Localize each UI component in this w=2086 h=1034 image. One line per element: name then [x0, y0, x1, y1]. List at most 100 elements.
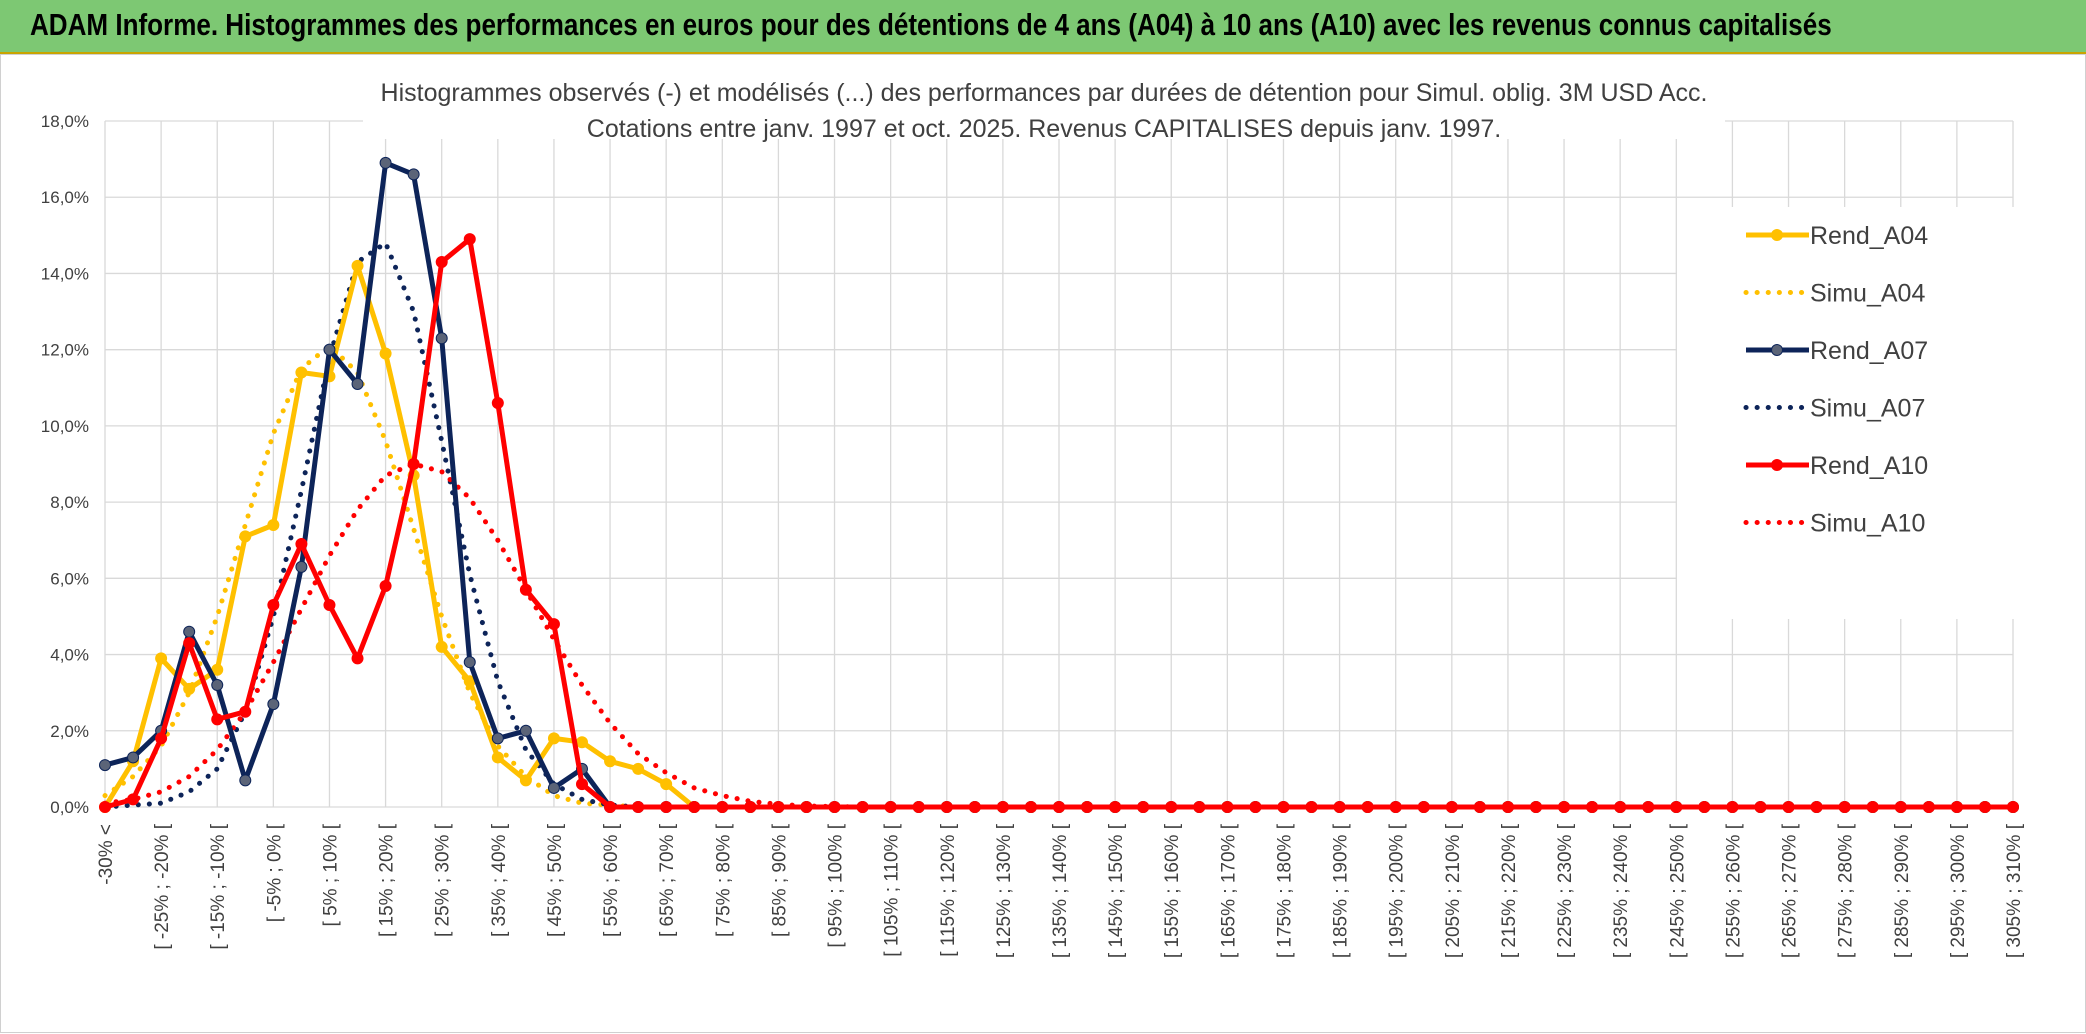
data-point-rend-a07: [239, 774, 252, 787]
y-tick-label: 0,0%: [50, 798, 89, 817]
chart-area: 0,0% 2,0% 4,0% 6,0% 8,0% 10,0% 12,0% 14,0% 16,0%…: [0, 54, 2086, 1033]
chart-title-line1: Histogrammes observés (-) et modélisés (…: [381, 79, 1708, 107]
data-point-rend-a10: [632, 801, 645, 813]
data-point-rend-a10: [1137, 801, 1150, 813]
data-point-rend-a04: [435, 640, 448, 653]
x-tick-label: [ 75% ; 80% [: [713, 823, 734, 937]
data-point-rend-a07: [491, 732, 504, 745]
data-point-rend-a04: [351, 259, 364, 272]
data-point-rend-a10: [2007, 801, 2019, 813]
data-point-rend-a10: [688, 801, 701, 813]
data-point-rend-a10: [127, 793, 140, 806]
x-tick-label: [ 15% ; 20% [: [377, 823, 398, 937]
x-tick-label: -30% <: [96, 824, 117, 885]
data-point-rend-a10: [1950, 801, 1963, 813]
data-point-rend-a10: [1473, 801, 1486, 813]
data-point-rend-a07: [435, 332, 448, 345]
data-point-rend-a07: [127, 751, 140, 764]
x-tick-label: [ 25% ; 30% [: [433, 823, 454, 937]
data-point-rend-a07: [519, 724, 532, 737]
x-axis-ticks: -30% < [ -25% ; -20% [ [ -15% ; -10% [ [ -5…: [96, 823, 2025, 958]
data-point-rend-a10: [239, 705, 252, 718]
x-tick-label: [ 185% ; 190% [: [1331, 823, 1352, 958]
data-point-rend-a10: [1530, 801, 1542, 813]
y-tick-label: 12,0%: [41, 341, 89, 360]
x-tick-label: [ -15% ; -10% [: [208, 823, 229, 949]
data-point-rend-a10: [1670, 801, 1683, 813]
x-tick-label: [ 305% ; 310% [: [2004, 823, 2025, 958]
title-banner: ADAM Informe. Histogrammes des performan…: [0, 0, 2086, 54]
data-point-rend-a10: [772, 801, 785, 813]
x-tick-label: [ 85% ; 90% [: [769, 823, 790, 937]
series-lines: [99, 156, 2019, 813]
data-point-rend-a10: [1838, 801, 1851, 813]
data-point-rend-a07: [351, 377, 364, 390]
data-point-rend-a10: [1978, 801, 1991, 813]
legend-label-rend-a04: Rend_A04: [1810, 222, 1928, 250]
data-point-rend-a10: [1053, 801, 1065, 813]
data-point-rend-a04: [491, 751, 504, 764]
data-point-rend-a10: [379, 579, 392, 592]
chart-title-line2: Cotations entre janv. 1997 et oct. 2025.…: [587, 115, 1501, 143]
legend-marker-rend-a04: [1771, 229, 1783, 241]
x-tick-label: [ -5% ; 0% [: [264, 823, 285, 922]
data-point-rend-a10: [1417, 801, 1430, 813]
data-point-rend-a10: [211, 713, 224, 726]
y-tick-label: 10,0%: [41, 417, 89, 436]
data-point-rend-a07: [183, 625, 196, 638]
data-point-rend-a10: [1221, 801, 1234, 813]
legend-background: [1677, 207, 2015, 619]
x-tick-label: [ 215% ; 220% [: [1499, 823, 1520, 958]
y-tick-label: 18,0%: [41, 112, 89, 131]
x-tick-label: [ 255% ; 260% [: [1723, 823, 1744, 958]
data-point-rend-a10: [491, 397, 504, 410]
data-point-rend-a10: [800, 801, 813, 813]
x-tick-label: [ 175% ; 180% [: [1274, 823, 1295, 958]
data-point-rend-a10: [1249, 801, 1262, 813]
y-tick-label: 2,0%: [50, 722, 89, 741]
x-tick-label: [ 5% ; 10% [: [320, 823, 341, 926]
legend-label-rend-a07: Rend_A07: [1810, 337, 1928, 365]
data-point-rend-a10: [1558, 801, 1571, 813]
data-point-rend-a07: [99, 759, 111, 772]
data-point-rend-a07: [379, 156, 392, 169]
data-point-rend-a10: [463, 233, 476, 246]
x-tick-label: [ 195% ; 200% [: [1387, 823, 1408, 958]
data-point-rend-a10: [1894, 801, 1907, 813]
data-point-rend-a04: [604, 755, 617, 768]
data-point-rend-a10: [576, 778, 588, 791]
x-tick-label: [ 35% ; 40% [: [489, 823, 510, 937]
data-point-rend-a07: [547, 781, 560, 794]
data-point-rend-a07: [463, 656, 476, 669]
data-point-rend-a10: [295, 538, 308, 551]
data-point-rend-a10: [183, 637, 196, 650]
data-point-rend-a04: [660, 778, 673, 791]
x-tick-label: [ 165% ; 170% [: [1218, 823, 1239, 958]
data-point-rend-a10: [323, 599, 336, 612]
data-point-rend-a04: [267, 518, 280, 531]
y-tick-label: 8,0%: [50, 493, 89, 512]
data-point-rend-a10: [1922, 801, 1935, 813]
legend-marker-rend-a10: [1771, 459, 1783, 471]
legend: Rend_A04 Simu_A04 Rend_A07 Simu_A07 Rend_A10…: [1743, 222, 1928, 538]
x-tick-label: [ 105% ; 110% [: [882, 823, 903, 956]
x-tick-label: [ 115% ; 120% [: [938, 823, 959, 956]
x-tick-label: [ 125% ; 130% [: [994, 823, 1015, 958]
legend-label-rend-a10: Rend_A10: [1810, 452, 1928, 480]
data-point-rend-a10: [1586, 801, 1599, 813]
y-tick-label: 16,0%: [41, 188, 89, 207]
y-tick-label: 6,0%: [50, 569, 89, 588]
x-tick-label: [ -25% ; -20% [: [152, 823, 173, 949]
data-point-rend-a10: [547, 618, 560, 631]
data-point-rend-a10: [1866, 801, 1879, 813]
data-point-rend-a04: [632, 762, 645, 775]
x-tick-label: [ 155% ; 160% [: [1162, 823, 1183, 958]
data-point-rend-a04: [379, 347, 392, 360]
data-point-rend-a10: [1501, 801, 1514, 813]
data-point-rend-a10: [435, 256, 448, 269]
chart-title-background: [363, 63, 1725, 139]
data-point-rend-a10: [1361, 801, 1374, 813]
x-tick-label: [ 225% ; 230% [: [1555, 823, 1576, 958]
data-point-rend-a10: [1305, 801, 1318, 813]
x-tick-label: [ 265% ; 270% [: [1780, 823, 1801, 958]
